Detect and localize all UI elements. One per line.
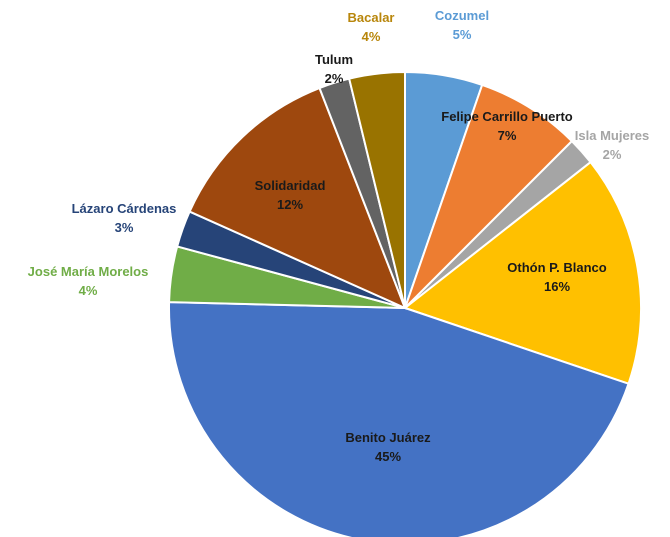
slice-label-othon-p-blanco: Othón P. Blanco bbox=[507, 260, 606, 275]
slice-label-benito-juarez: Benito Juárez bbox=[345, 430, 431, 445]
slice-percent-bacalar: 4% bbox=[362, 29, 381, 44]
pie-slice-solidaridad bbox=[188, 86, 407, 310]
slice-percent-solidaridad: 12% bbox=[277, 197, 303, 212]
slice-percent-tulum: 2% bbox=[325, 71, 344, 86]
slice-label-lazaro-cardenas: Lázaro Cárdenas bbox=[72, 201, 177, 216]
slice-percent-isla-mujeres: 2% bbox=[603, 147, 622, 162]
slice-label-isla-mujeres: Isla Mujeres bbox=[575, 128, 649, 143]
pie-slice-othon-p-blanco bbox=[402, 160, 642, 386]
slice-percent-cozumel: 5% bbox=[453, 27, 472, 42]
slice-percent-jose-maria-morelos: 4% bbox=[79, 283, 98, 298]
slice-percent-benito-juarez: 45% bbox=[375, 449, 401, 464]
pie-slice-felipe-carrillo-puerto bbox=[404, 83, 574, 309]
slice-percent-othon-p-blanco: 16% bbox=[544, 279, 570, 294]
slice-label-bacalar: Bacalar bbox=[348, 10, 395, 25]
pie-slice-bacalar bbox=[347, 70, 406, 309]
slice-percent-felipe-carrillo-puerto: 7% bbox=[498, 128, 517, 143]
slice-label-tulum: Tulum bbox=[315, 52, 353, 67]
pie-slices bbox=[168, 70, 642, 537]
slice-label-solidaridad: Solidaridad bbox=[255, 178, 326, 193]
pie-labels: Cozumel 5% Felipe Carrillo Puerto 7% Isla Mu… bbox=[28, 8, 650, 464]
slice-label-felipe-carrillo-puerto: Felipe Carrillo Puerto bbox=[441, 109, 573, 124]
slice-label-jose-maria-morelos: José María Morelos bbox=[28, 264, 149, 279]
slice-label-cozumel: Cozumel bbox=[435, 8, 489, 23]
pie-slice-benito-juarez bbox=[168, 301, 630, 537]
slice-percent-lazaro-cardenas: 3% bbox=[115, 220, 134, 235]
